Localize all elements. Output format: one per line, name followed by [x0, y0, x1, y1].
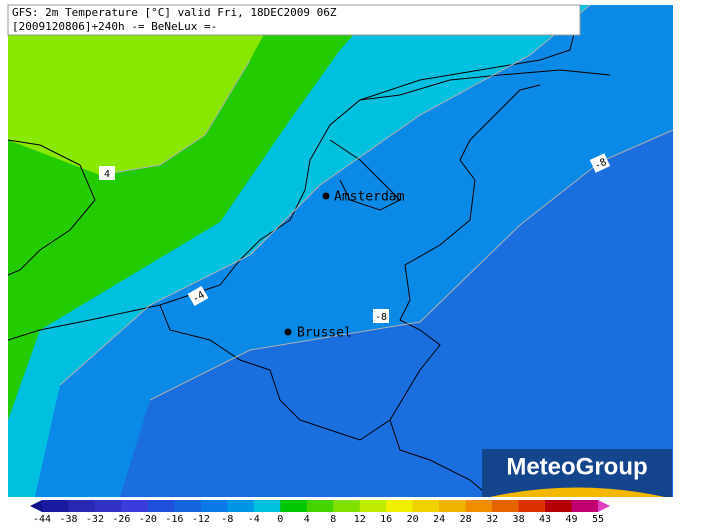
city-label: Amsterdam	[334, 190, 405, 205]
colorbar-tick-label: -16	[165, 514, 183, 525]
colorbar-tick-label: -26	[112, 514, 130, 525]
colorbar-tick-label: 0	[277, 514, 283, 525]
contour-label-text: -4	[191, 290, 207, 306]
colorbar-tick-label: -44	[33, 514, 51, 525]
contour-label: -4	[187, 285, 209, 307]
contour-label: 4	[99, 166, 115, 180]
coastline	[7, 9, 611, 498]
colorbar-tick-label: -8	[221, 514, 233, 525]
colorbar-tick-label: 49	[566, 514, 578, 525]
contour-line	[149, 129, 674, 401]
colorbar-tick-label: 24	[433, 514, 445, 525]
city-dot	[322, 192, 330, 200]
contour-label-box	[187, 285, 209, 307]
header-title: GFS: 2m Temperature [°C] valid Fri, 18DE…	[12, 6, 337, 19]
colorbar-swatch	[412, 500, 440, 512]
colorbar-swatch	[333, 500, 361, 512]
colorbar-swatch	[306, 500, 334, 512]
border	[159, 84, 541, 441]
coast-ijssel	[329, 139, 401, 211]
colorbar-swatch	[94, 500, 122, 512]
map: Amsterdam Brussel	[7, 4, 674, 498]
colorbar-tick-label: -32	[86, 514, 104, 525]
header-box	[7, 4, 581, 36]
colorbar-swatch	[571, 500, 599, 512]
colorbar-tick-label: -4	[248, 514, 260, 525]
colorbar-swatch	[121, 500, 149, 512]
colorbar-swatch	[200, 500, 228, 512]
colorbar-swatch	[68, 500, 96, 512]
colorbar-tick-label: -20	[139, 514, 157, 525]
colorbar: -44 -38 -32 -26 -20 -16 -12 -8 -4 0 4 8 12 16 20 24 28 32…	[30, 500, 610, 525]
colorbar-tick-label: 16	[380, 514, 392, 525]
contour-labels: 4 -4 -8 -8	[99, 153, 611, 323]
colorbar-tick-label: 32	[486, 514, 498, 525]
colorbar-tick-label: 28	[460, 514, 472, 525]
colorbar-swatch	[253, 500, 281, 512]
colorbar-tick-label: -12	[192, 514, 210, 525]
city-dot	[284, 328, 292, 336]
colorbar-swatch	[386, 500, 414, 512]
colorbar-swatch	[439, 500, 467, 512]
colorbar-tick-label: 20	[407, 514, 419, 525]
border	[389, 419, 491, 498]
colorbar-swatch	[174, 500, 202, 512]
contour-label-box	[589, 153, 611, 173]
coast-mainland	[7, 9, 581, 341]
colorbar-tick-label: 12	[354, 514, 366, 525]
logo-swoosh	[490, 487, 665, 497]
contour-label-text: -8	[375, 312, 387, 323]
city-label: Brussel	[297, 326, 352, 341]
map-zone	[8, 5, 280, 175]
colorbar-tick-label: 55	[592, 514, 604, 525]
colorbar-swatch	[42, 500, 69, 512]
colorbar-swatch	[359, 500, 387, 512]
colorbar-swatch	[227, 500, 255, 512]
colorbar-swatch	[147, 500, 175, 512]
colorbar-tick-label: 43	[539, 514, 551, 525]
contour-line	[59, 4, 591, 386]
contour-label: -8	[373, 309, 389, 323]
contour-label-text: -8	[593, 157, 609, 172]
colorbar-tick-label: 8	[330, 514, 336, 525]
colorbar-end	[30, 500, 42, 512]
colorbar-swatch	[280, 500, 308, 512]
colorbar-end	[598, 500, 610, 512]
contour	[59, 4, 674, 401]
header-subtitle: [2009120806]+240h -= BeNeLux =-	[12, 20, 217, 33]
colorbar-swatch	[492, 500, 520, 512]
colorbar-tick-label: 38	[513, 514, 525, 525]
coast-islands	[359, 69, 611, 101]
contour-label-box	[99, 166, 115, 180]
contour-label: -8	[589, 153, 611, 173]
colorbar-swatch	[518, 500, 546, 512]
contour-line	[99, 59, 251, 176]
colorbar-tick-label: -38	[59, 514, 77, 525]
colorbar-swatch	[545, 500, 573, 512]
colorbar-tick-label: 4	[304, 514, 310, 525]
colorbar-swatch	[465, 500, 493, 512]
coast-uk	[7, 139, 96, 276]
contour-label-box	[373, 309, 389, 323]
logo: MeteoGroup	[506, 453, 647, 480]
contour-label-text: 4	[104, 169, 110, 180]
